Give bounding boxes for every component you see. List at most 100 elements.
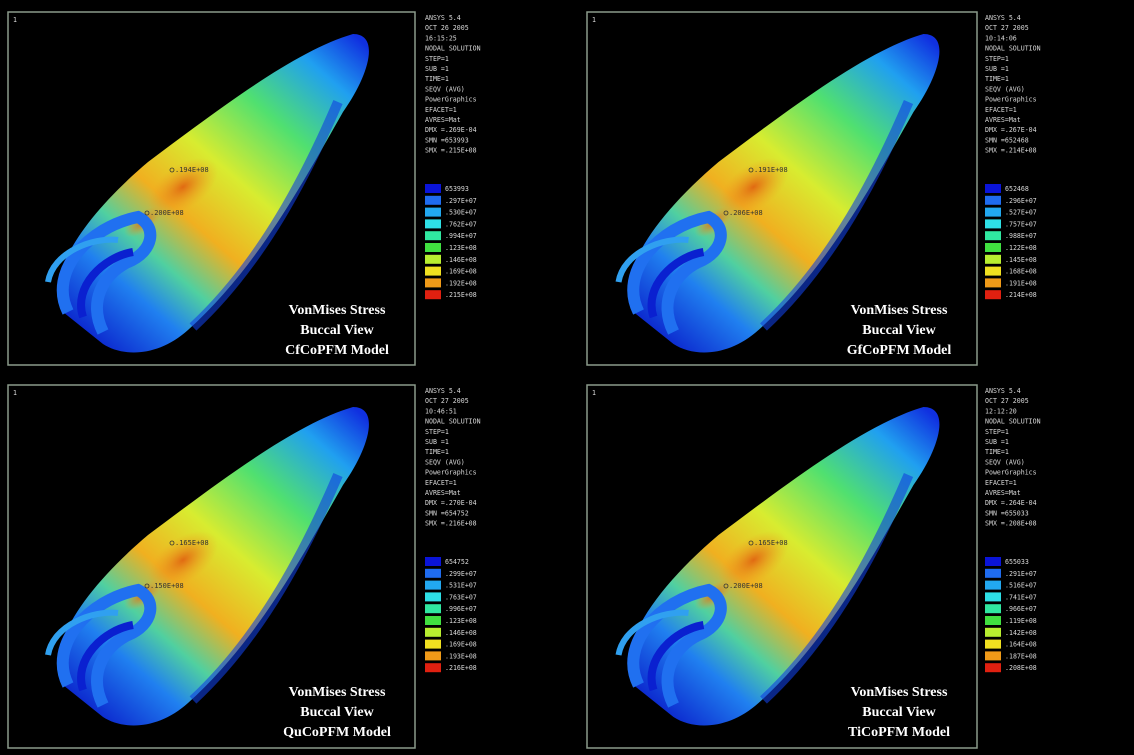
legend-label: .966E+07 bbox=[1005, 605, 1037, 613]
legend-swatch bbox=[425, 651, 441, 661]
caption-line: VonMises Stress bbox=[289, 685, 386, 700]
window-number: 1 bbox=[13, 389, 17, 397]
stress-annotation: .206E+08 bbox=[729, 209, 763, 217]
legend-swatch bbox=[425, 639, 441, 649]
caption-line: Buccal View bbox=[862, 323, 936, 338]
solution-info: AVRES=Mat bbox=[425, 116, 461, 124]
legend-swatch bbox=[425, 592, 441, 602]
solution-info: EFACET=1 bbox=[985, 106, 1017, 114]
legend-swatch bbox=[425, 568, 441, 578]
legend-label: .757E+07 bbox=[1005, 220, 1037, 228]
legend-swatch bbox=[985, 663, 1001, 673]
legend-swatch bbox=[425, 254, 441, 264]
legend-swatch bbox=[425, 219, 441, 229]
solution-info: PowerGraphics bbox=[425, 96, 477, 104]
legend-swatch bbox=[425, 195, 441, 205]
node-marker bbox=[748, 167, 754, 173]
solution-info: TIME=1 bbox=[985, 75, 1009, 83]
solution-info: EFACET=1 bbox=[985, 479, 1017, 487]
solution-info: SMN =652468 bbox=[985, 136, 1029, 144]
caption-line: VonMises Stress bbox=[851, 303, 948, 318]
legend-swatch bbox=[425, 278, 441, 288]
node-marker bbox=[723, 583, 729, 589]
window-number: 1 bbox=[592, 389, 596, 397]
legend-swatch bbox=[425, 266, 441, 276]
legend-label: .763E+07 bbox=[445, 593, 477, 601]
legend-label: .214E+08 bbox=[1005, 291, 1037, 299]
solution-info: PowerGraphics bbox=[425, 469, 477, 477]
legend-swatch bbox=[985, 231, 1001, 241]
legend-swatch bbox=[425, 663, 441, 673]
solution-info: NODAL SOLUTION bbox=[985, 45, 1041, 53]
legend-label: .192E+08 bbox=[445, 279, 477, 287]
solution-info: SMN =653993 bbox=[425, 136, 469, 144]
legend-label: .994E+07 bbox=[445, 232, 477, 240]
window-number: 1 bbox=[592, 16, 596, 24]
legend-label: .215E+08 bbox=[445, 291, 477, 299]
legend-label: .988E+07 bbox=[1005, 232, 1037, 240]
panel: 1 .194E+08 .200E+08 VonMises Stress Buccal V… bbox=[7, 11, 481, 366]
legend-label: .119E+08 bbox=[1005, 617, 1037, 625]
solution-info: OCT 27 2005 bbox=[985, 24, 1029, 32]
node-marker bbox=[144, 210, 150, 216]
legend-label: 655033 bbox=[1005, 558, 1029, 566]
node-marker bbox=[748, 540, 754, 546]
caption-line: GfCoPFM Model bbox=[847, 343, 952, 358]
panel: 1 .191E+08 .206E+08 VonMises Stress Buccal V… bbox=[586, 11, 1041, 366]
legend-swatch bbox=[985, 278, 1001, 288]
solution-info: SEQV (AVG) bbox=[985, 458, 1025, 466]
legend-label: .762E+07 bbox=[445, 220, 477, 228]
solution-info: SEQV (AVG) bbox=[425, 458, 465, 466]
legend-swatch bbox=[985, 219, 1001, 229]
solution-info: SUB =1 bbox=[985, 438, 1009, 446]
solution-info: 10:46:51 bbox=[425, 407, 457, 415]
legend-swatch bbox=[985, 639, 1001, 649]
solution-info: PowerGraphics bbox=[985, 96, 1037, 104]
legend-swatch bbox=[425, 231, 441, 241]
legend-label: .123E+08 bbox=[445, 617, 477, 625]
caption-line: Buccal View bbox=[300, 323, 374, 338]
caption-line: VonMises Stress bbox=[289, 303, 386, 318]
solution-info: SEQV (AVG) bbox=[425, 85, 465, 93]
solution-info: SMX =.214E+08 bbox=[985, 147, 1037, 155]
stress-annotation: .200E+08 bbox=[150, 209, 184, 217]
legend-label: .530E+07 bbox=[445, 209, 477, 217]
solution-info: SMX =.216E+08 bbox=[425, 520, 477, 528]
legend-label: .297E+07 bbox=[445, 197, 477, 205]
legend-swatch bbox=[425, 557, 441, 566]
solution-info: SEQV (AVG) bbox=[985, 85, 1025, 93]
legend-swatch bbox=[985, 266, 1001, 276]
legend-swatch bbox=[985, 580, 1001, 590]
legend-label: .208E+08 bbox=[1005, 664, 1037, 672]
solution-info: ANSYS 5.4 bbox=[425, 14, 461, 22]
solution-info: NODAL SOLUTION bbox=[425, 45, 481, 53]
legend-label: .187E+08 bbox=[1005, 652, 1037, 660]
solution-info: EFACET=1 bbox=[425, 106, 457, 114]
solution-info: ANSYS 5.4 bbox=[985, 387, 1021, 395]
solution-info: SMX =.208E+08 bbox=[985, 520, 1037, 528]
legend-label: .191E+08 bbox=[1005, 279, 1037, 287]
window-number: 1 bbox=[13, 16, 17, 24]
solution-info: SUB =1 bbox=[425, 438, 449, 446]
legend-label: 653993 bbox=[445, 185, 469, 193]
solution-info: STEP=1 bbox=[425, 55, 449, 63]
legend-swatch bbox=[985, 568, 1001, 578]
legend-swatch bbox=[425, 207, 441, 217]
legend-swatch bbox=[985, 557, 1001, 566]
legend-label: .123E+08 bbox=[445, 244, 477, 252]
legend-swatch bbox=[425, 243, 441, 252]
legend-label: .216E+08 bbox=[445, 664, 477, 672]
solution-info: 10:14:06 bbox=[985, 34, 1017, 42]
solution-info: STEP=1 bbox=[985, 55, 1009, 63]
solution-info: NODAL SOLUTION bbox=[985, 418, 1041, 426]
legend-label: .145E+08 bbox=[1005, 256, 1037, 264]
solution-info: TIME=1 bbox=[985, 448, 1009, 456]
legend-swatch bbox=[985, 627, 1001, 637]
node-marker bbox=[169, 540, 175, 546]
stress-annotation: .194E+08 bbox=[175, 166, 209, 174]
stress-annotation: .191E+08 bbox=[754, 166, 788, 174]
legend-label: .291E+07 bbox=[1005, 570, 1037, 578]
legend-swatch bbox=[985, 592, 1001, 602]
legend-label: .169E+08 bbox=[445, 641, 477, 649]
